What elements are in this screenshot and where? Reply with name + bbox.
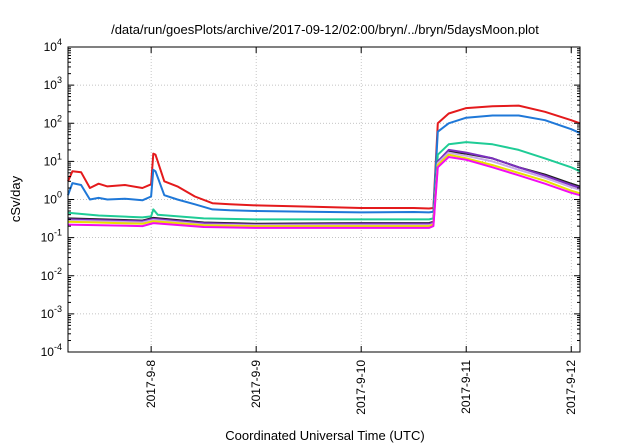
y-tick-label: 101: [44, 151, 62, 168]
y-tick-label: 102: [44, 113, 62, 130]
x-tick-label: 2017-9-11: [459, 360, 473, 414]
chart-title: /data/run/goesPlots/archive/2017-09-12/0…: [111, 22, 539, 37]
series-group: [67, 104, 581, 229]
y-tick-label: 100: [44, 190, 62, 207]
x-axis: 2017-9-8 2017-9-9 2017-9-10 2017-9-11 2017-9…: [144, 47, 578, 415]
x-axis-label: Coordinated Universal Time (UTC): [225, 428, 424, 443]
x-tick-label: 2017-9-8: [144, 360, 158, 408]
y-tick-label: 103: [44, 75, 62, 92]
y-axis-label: cSv/day: [8, 175, 23, 222]
series-line-1: [67, 104, 581, 210]
y-axis: 10-4 10-3 10-2 10-1 100 101 102 103 104: [41, 37, 580, 359]
y-tick-label: 10-1: [41, 228, 62, 245]
y-tick-label: 104: [44, 37, 62, 54]
y-tick-label: 10-3: [41, 304, 62, 321]
y-tick-label: 10-2: [41, 266, 62, 283]
x-tick-label: 2017-9-10: [354, 360, 368, 415]
series-line-3: [67, 141, 581, 221]
series-line-6: [67, 151, 581, 227]
y-tick-label: 10-4: [41, 342, 62, 359]
series-line-8: [67, 156, 581, 229]
x-tick-label: 2017-9-9: [249, 360, 263, 408]
series-line-2: [67, 114, 581, 214]
x-tick-label: 2017-9-12: [564, 360, 578, 415]
